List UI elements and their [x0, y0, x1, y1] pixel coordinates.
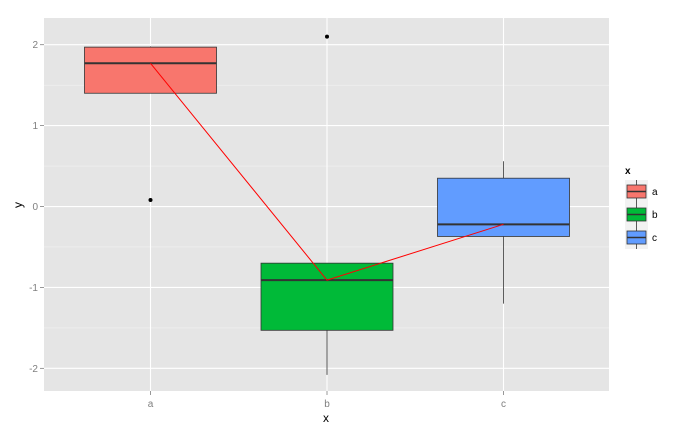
legend-label: a	[652, 187, 658, 198]
median-connector	[150, 62, 504, 281]
y-tick-label: -2	[29, 364, 38, 375]
x-tick-label: c	[501, 399, 506, 410]
outlier-point	[325, 34, 329, 39]
legend: x a b c	[625, 166, 658, 249]
outlier-point	[148, 198, 153, 203]
boxes	[84, 46, 570, 375]
legend-entry-c: c	[625, 226, 657, 249]
box-a	[84, 46, 217, 94]
box-c	[437, 161, 570, 304]
x-axis-title: x	[323, 411, 329, 425]
legend-entry-a: a	[625, 180, 658, 203]
y-axis-ticks: -2 -1 0 1 2	[29, 40, 44, 375]
median-connector-line	[150, 62, 504, 281]
legend-label: c	[652, 233, 657, 244]
box-body	[84, 46, 217, 94]
y-tick-label: -1	[29, 283, 38, 294]
y-tick-label: 2	[32, 40, 38, 51]
box-body	[260, 262, 394, 331]
y-tick-label: 1	[32, 121, 38, 132]
y-axis-title: y	[11, 202, 25, 208]
legend-title: x	[625, 166, 631, 177]
box-b	[260, 262, 394, 375]
legend-label: b	[652, 210, 658, 221]
legend-entries: a b c	[625, 180, 658, 249]
legend-entry-b: b	[625, 203, 658, 226]
x-axis-ticks: a b c	[148, 391, 506, 410]
y-tick-label: 0	[32, 202, 38, 213]
outliers	[148, 34, 329, 203]
box-body	[437, 177, 570, 237]
x-tick-label: a	[148, 399, 154, 410]
x-tick-label: b	[324, 399, 330, 410]
